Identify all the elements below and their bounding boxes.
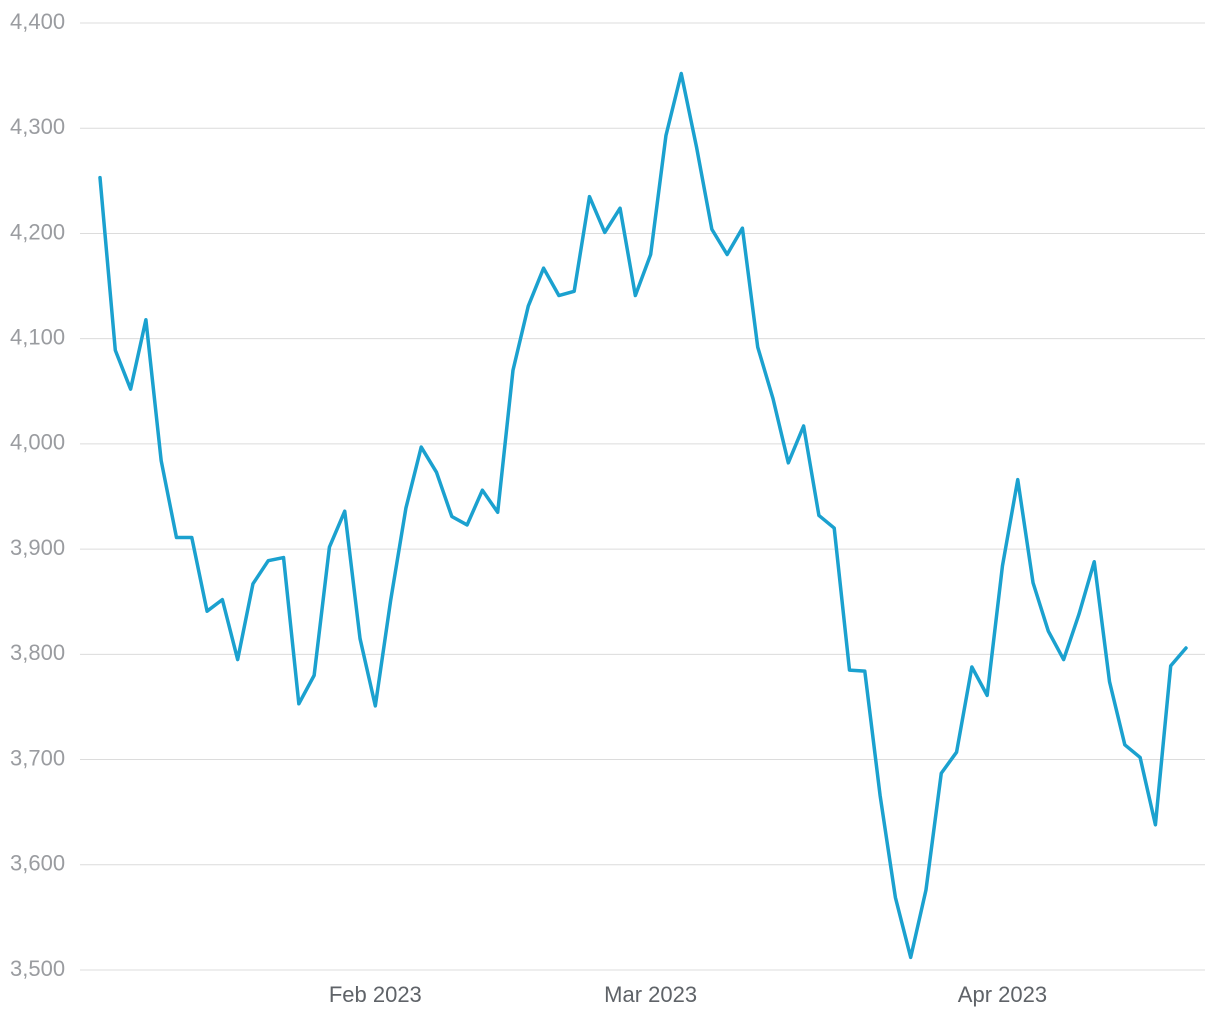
line bbox=[98, 71, 1188, 960]
y-tick-label: 4,100 bbox=[10, 324, 65, 349]
y-tick-label: 3,600 bbox=[10, 851, 65, 876]
y-tick-label: 4,400 bbox=[10, 9, 65, 34]
x-tick-label: Mar 2023 bbox=[604, 982, 697, 1007]
y-tick-label: 4,000 bbox=[10, 430, 65, 455]
y-tick-label: 3,500 bbox=[10, 956, 65, 981]
y-tick-label: 4,200 bbox=[10, 219, 65, 244]
y-tick-label: 4,300 bbox=[10, 114, 65, 139]
x-tick-label: Apr 2023 bbox=[958, 982, 1047, 1007]
y-tick-label: 3,800 bbox=[10, 640, 65, 665]
y-tick-label: 3,900 bbox=[10, 535, 65, 560]
y-tick-label: 3,700 bbox=[10, 745, 65, 770]
x-tick-label: Feb 2023 bbox=[329, 982, 422, 1007]
